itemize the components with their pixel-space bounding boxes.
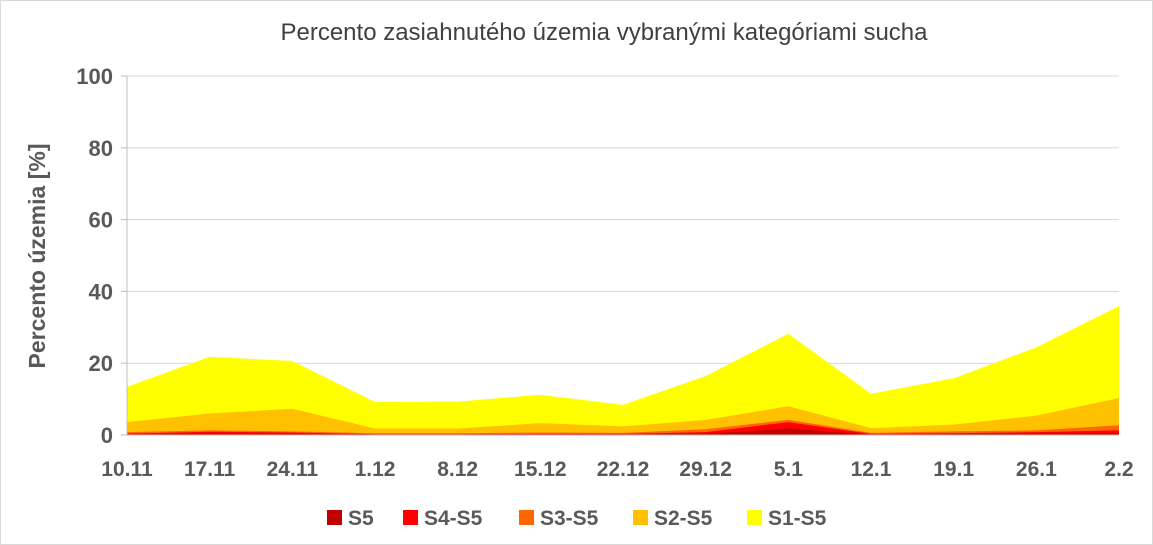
x-tick-label: 12.1 bbox=[851, 458, 892, 481]
x-tick-label: 24.11 bbox=[267, 458, 319, 481]
x-tick-labels: 10.11 17.11 24.11 1.12 8.12 15.12 22.12 29.12 5.… bbox=[101, 458, 1133, 481]
x-tick-label: 19.1 bbox=[933, 458, 974, 481]
legend-swatch-s2-s5 bbox=[633, 510, 648, 525]
legend-label-s1-s5: S1-S5 bbox=[768, 507, 827, 530]
x-tick-label: 15.12 bbox=[514, 458, 567, 481]
legend-swatch-s5 bbox=[327, 510, 342, 525]
y-tick-label: 100 bbox=[76, 64, 113, 89]
x-tick-label: 22.12 bbox=[597, 458, 650, 481]
legend: S5 S4-S5 S3-S5 S2-S5 S1-S5 bbox=[327, 507, 827, 530]
x-tick-label: 5.1 bbox=[774, 458, 804, 481]
y-tick-label: 0 bbox=[101, 423, 113, 448]
legend-swatch-s4-s5 bbox=[403, 510, 418, 525]
legend-swatch-s1-s5 bbox=[747, 510, 762, 525]
x-tick-label: 17.11 bbox=[184, 458, 236, 481]
y-tick-label: 80 bbox=[89, 136, 113, 161]
area-s5 bbox=[127, 428, 1119, 435]
x-tick-label: 29.12 bbox=[679, 458, 732, 481]
series-areas bbox=[127, 306, 1119, 435]
axes bbox=[121, 75, 1119, 436]
x-tick-label: 1.12 bbox=[355, 458, 396, 481]
legend-label-s2-s5: S2-S5 bbox=[654, 507, 713, 530]
y-tick-label: 60 bbox=[89, 208, 113, 233]
legend-label-s4-s5: S4-S5 bbox=[424, 507, 483, 530]
chart-title: Percento zasiahnutého územia vybranými k… bbox=[280, 19, 928, 46]
y-tick-labels: 0 20 40 60 80 100 bbox=[76, 64, 113, 448]
x-tick-label: 26.1 bbox=[1016, 458, 1057, 481]
y-axis-label: Percento územia [%] bbox=[24, 144, 50, 369]
x-tick-label: 8.12 bbox=[437, 458, 478, 481]
area-s1-s5 bbox=[127, 306, 1119, 435]
legend-swatch-s3-s5 bbox=[519, 510, 534, 525]
legend-label-s3-s5: S3-S5 bbox=[540, 507, 599, 530]
area-s4-s5 bbox=[127, 422, 1119, 435]
gridlines bbox=[127, 75, 1119, 364]
y-tick-label: 20 bbox=[89, 351, 113, 376]
x-tick-label: 10.11 bbox=[101, 458, 153, 481]
legend-label-s5: S5 bbox=[348, 507, 374, 530]
y-tick-label: 40 bbox=[89, 279, 113, 304]
x-tick-label: 2.2 bbox=[1104, 458, 1133, 481]
